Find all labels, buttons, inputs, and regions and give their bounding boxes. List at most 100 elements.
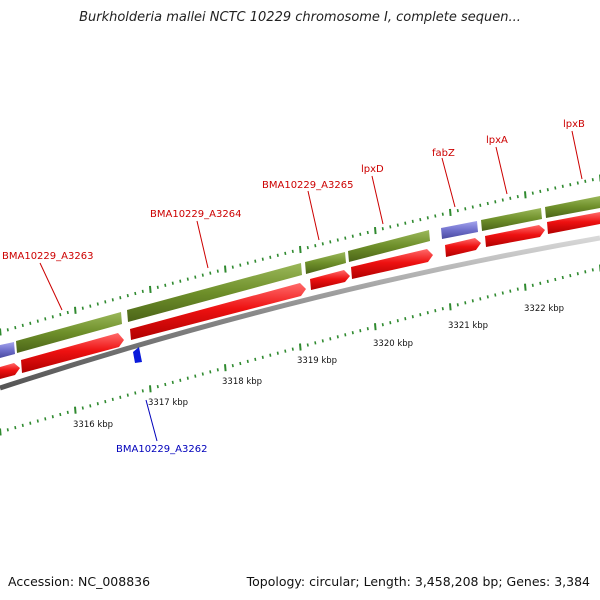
gene-label-fabz: fabZ — [432, 148, 456, 208]
minor-tick — [479, 203, 482, 207]
minor-tick — [456, 303, 459, 307]
gene-label-text: fabZ — [432, 148, 455, 159]
minor-tick — [21, 323, 24, 328]
minor-tick — [479, 297, 482, 301]
minor-tick — [51, 315, 54, 319]
minor-tick — [366, 230, 369, 235]
minor-tick — [509, 196, 512, 200]
gene-arrow-red — [547, 212, 600, 234]
minor-tick — [471, 299, 474, 303]
label-leader-line — [307, 190, 320, 241]
minor-tick — [269, 353, 272, 357]
gene-label-lpxd: lpxD — [361, 164, 384, 225]
minor-tick — [284, 251, 287, 256]
minor-tick — [201, 372, 204, 376]
gene-arrow-red — [351, 249, 433, 279]
kbp-label: 3318 kbp — [222, 377, 262, 387]
gene-bar-blue — [0, 342, 15, 358]
minor-tick — [126, 393, 129, 397]
label-leader-line — [196, 220, 209, 269]
minor-tick — [494, 200, 497, 204]
minor-tick — [569, 183, 572, 187]
minor-tick — [14, 425, 17, 430]
lower-gene-track — [0, 212, 600, 379]
minor-tick — [569, 273, 572, 278]
major-tick — [74, 306, 77, 314]
gene-arrow-red — [485, 225, 545, 247]
minor-tick — [344, 333, 347, 337]
minor-tick — [29, 421, 32, 425]
label-leader-line — [371, 175, 384, 225]
forward-gene-labels: BMA10229_A3263 BMA10229_A3264 BMA10229_A… — [2, 119, 585, 311]
kbp-label: 3321 kbp — [448, 321, 488, 331]
minor-tick — [456, 208, 459, 213]
minor-tick — [194, 275, 197, 279]
minor-tick — [546, 279, 549, 284]
minor-tick — [141, 389, 144, 393]
minor-tick — [419, 313, 422, 317]
minor-tick — [359, 329, 362, 333]
minor-tick — [591, 178, 594, 182]
major-tick — [449, 208, 452, 216]
topology-text: Topology: circular; Length: 3,458,208 bp… — [246, 574, 590, 589]
minor-tick — [96, 402, 99, 406]
minor-tick — [396, 319, 399, 323]
minor-tick — [254, 357, 257, 362]
major-tick — [524, 283, 527, 291]
minor-tick — [441, 212, 444, 216]
minor-tick — [336, 238, 339, 242]
gene-arrow-red — [310, 270, 350, 290]
gene-label-a3263: BMA10229_A3263 — [2, 251, 93, 311]
minor-tick — [329, 337, 332, 341]
minor-tick — [126, 293, 129, 298]
minor-tick — [434, 309, 437, 313]
minor-tick — [269, 255, 272, 259]
minor-tick — [89, 304, 92, 308]
gene-arrow-red — [445, 238, 481, 257]
gene-label-text: BMA10229_A3262 — [116, 444, 207, 455]
minor-tick — [96, 302, 99, 306]
minor-tick — [186, 376, 189, 380]
minor-tick — [591, 268, 594, 272]
kbp-label: 3322 kbp — [524, 304, 564, 314]
gene-label-text: BMA10229_A3264 — [150, 209, 241, 220]
major-tick — [0, 328, 2, 336]
gene-label-a3265: BMA10229_A3265 — [262, 180, 353, 241]
minor-tick — [261, 355, 264, 359]
minor-tick — [156, 285, 159, 289]
minor-tick — [516, 194, 519, 199]
minor-tick — [554, 186, 557, 190]
gene-bar-green — [16, 312, 122, 353]
minor-tick — [314, 244, 317, 248]
gene-label-lpxa: lpxA — [486, 135, 508, 195]
map-title: Burkholderia mallei NCTC 10229 chromosom… — [79, 10, 521, 25]
minor-tick — [584, 179, 587, 183]
minor-tick — [254, 259, 257, 263]
minor-tick — [216, 269, 219, 273]
label-leader-line — [441, 157, 456, 208]
gene-label-text: BMA10229_A3265 — [262, 180, 353, 191]
label-leader-line — [145, 399, 158, 442]
minor-tick — [36, 419, 39, 423]
gene-bar-green — [127, 263, 302, 322]
minor-tick — [179, 279, 182, 283]
minor-tick — [194, 374, 197, 378]
minor-tick — [44, 317, 47, 321]
gene-label-text: lpxB — [563, 119, 585, 130]
minor-tick — [284, 349, 287, 353]
minor-tick — [36, 319, 39, 323]
minor-tick — [164, 382, 167, 387]
major-tick — [299, 245, 302, 254]
minor-tick — [209, 271, 212, 275]
reverse-gene-labels: BMA10229_A3262 — [116, 399, 207, 455]
gene-bar-green — [481, 208, 542, 231]
major-tick — [299, 343, 302, 351]
minor-tick — [539, 281, 542, 285]
gene-bar-green — [348, 230, 430, 262]
minor-tick — [441, 307, 444, 311]
major-tick — [224, 265, 227, 273]
minor-tick — [344, 236, 347, 240]
upper-tick-row — [0, 174, 600, 336]
minor-tick — [276, 351, 279, 355]
